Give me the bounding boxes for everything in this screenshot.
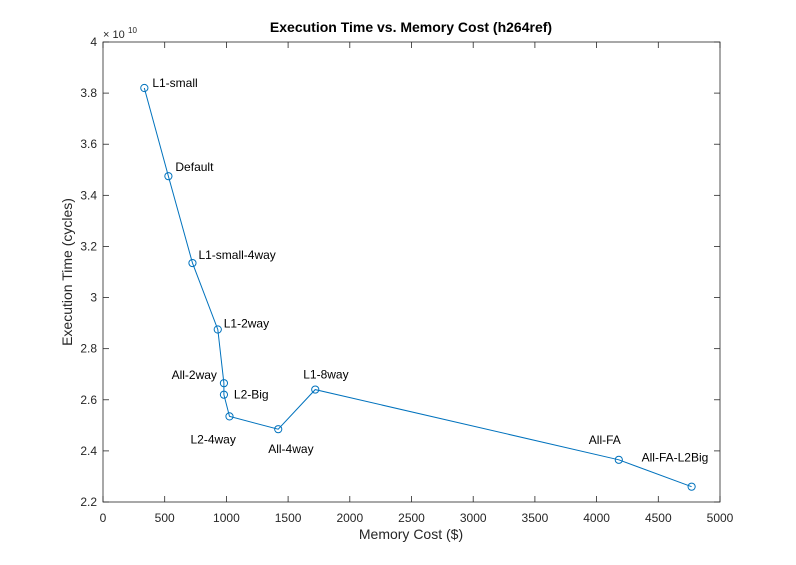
data-point-marker [687, 482, 696, 491]
data-series [140, 83, 696, 491]
x-tick-label: 1000 [213, 511, 240, 525]
y-tick-label: 3.2 [80, 239, 97, 253]
data-point-marker [213, 325, 222, 334]
x-tick-label: 2000 [336, 511, 363, 525]
y-tick-label: 3.8 [80, 86, 97, 100]
point-label: All-4way [268, 442, 313, 456]
data-point-marker [140, 83, 149, 93]
point-label: L1-8way [303, 368, 348, 382]
y-tick-label: 4 [90, 35, 97, 49]
x-tick-label: 0 [100, 511, 107, 525]
y-tick-label: 3.6 [80, 137, 97, 151]
y-axis-ticks: 2.2 2.4 2.6 2.8 3 3.2 3.4 3.6 3.8 4 [80, 35, 720, 509]
x-tick-label: 3500 [522, 511, 549, 525]
point-label: L1-small [152, 76, 197, 90]
y-tick-label: 2.6 [80, 393, 97, 407]
chart-title: Execution Time vs. Memory Cost (h264ref) [270, 19, 552, 35]
x-tick-label: 500 [155, 511, 175, 525]
x-axis-label: Memory Cost ($) [359, 526, 463, 542]
point-labels: L1-small Default L1-small-4way L1-2way All-2… [152, 76, 708, 465]
y-axis-label: Execution Time (cycles) [59, 198, 75, 346]
data-point-marker [274, 425, 283, 434]
point-label: L2-4way [190, 432, 235, 446]
x-tick-label: 3000 [460, 511, 487, 525]
data-point-marker [311, 385, 320, 394]
data-point-marker [219, 379, 229, 388]
y-multiplier-exponent: 10 [128, 26, 137, 35]
data-point-marker [225, 412, 234, 421]
data-point-marker [219, 390, 229, 399]
y-tick-label: 2.4 [80, 444, 97, 458]
point-label: Default [175, 160, 214, 174]
y-tick-label: 2.2 [80, 495, 97, 509]
y-tick-label: 3.4 [80, 188, 97, 202]
x-tick-label: 5000 [707, 511, 734, 525]
plot-area [102, 41, 721, 503]
data-point-marker [164, 172, 173, 181]
point-label: L1-2way [224, 317, 269, 331]
x-axis-ticks: 0 500 1000 1500 2000 2500 3000 3500 4000 4500 5000 [100, 42, 734, 525]
y-tick-label: 2.8 [80, 342, 97, 356]
x-tick-label: 4000 [583, 511, 610, 525]
data-point-marker [614, 455, 623, 464]
y-tick-label: 3 [90, 291, 97, 305]
point-label: All-FA-L2Big [642, 451, 709, 465]
y-multiplier-base: × 10 [103, 29, 125, 41]
point-label: L1-small-4way [198, 248, 275, 262]
x-tick-label: 1500 [275, 511, 302, 525]
point-label: All-2way [172, 368, 217, 382]
point-label: L2-Big [234, 388, 269, 402]
y-multiplier: × 10 10 [103, 26, 137, 41]
point-label: All-FA [589, 433, 621, 447]
x-tick-label: 2500 [398, 511, 425, 525]
data-point-marker [188, 258, 197, 268]
x-tick-label: 4500 [645, 511, 672, 525]
series-line [143, 87, 692, 488]
